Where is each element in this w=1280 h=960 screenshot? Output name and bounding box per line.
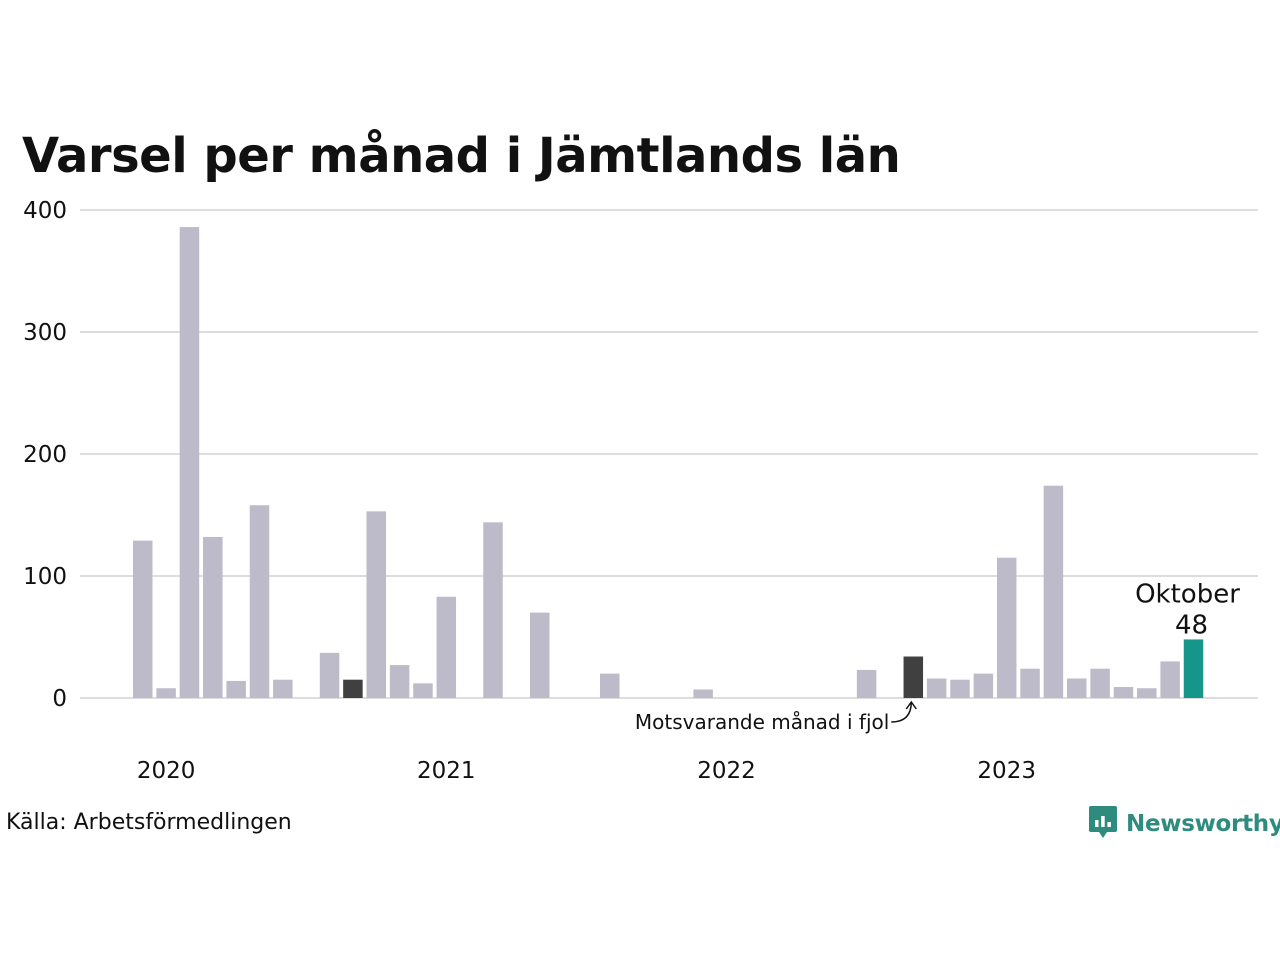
y-tick-label-400: 400 — [23, 198, 67, 224]
bar-2022-09 — [903, 656, 924, 698]
bar-2020-10 — [366, 511, 386, 698]
bar-2021-01 — [436, 596, 457, 698]
annotation-arrowhead-icon — [905, 700, 917, 710]
bar-2023-08 — [1160, 661, 1180, 698]
source-note: Källa: Arbetsförmedlingen — [6, 810, 292, 835]
x-tick-label-2020: 2020 — [137, 758, 196, 784]
chart-title: Varsel per månad i Jämtlands län — [22, 128, 901, 184]
bar-2020-12 — [413, 683, 433, 698]
bar-2023-01 — [996, 557, 1017, 698]
bar-2023-03 — [1043, 485, 1064, 698]
bar-2020-02 — [179, 227, 200, 698]
bar-2020-04 — [226, 680, 246, 698]
bar-2023-04 — [1067, 678, 1087, 698]
bar-2021-05 — [529, 612, 550, 698]
brand-logo[interactable]: Newsworthy — [1088, 804, 1280, 844]
y-tick-label-200: 200 — [23, 442, 67, 468]
bar-2020-03 — [203, 536, 223, 698]
x-axis-year-labels: 2020 2021 2022 2023 — [137, 758, 1036, 784]
bar-2023-05 — [1090, 668, 1110, 698]
last-year-annotation: Motsvarande månad i fjol — [635, 710, 889, 734]
bar-2020-09 — [343, 679, 363, 698]
bar-chart-speech-bubble-icon — [1088, 804, 1118, 844]
x-tick-label-2022: 2022 — [697, 758, 756, 784]
bar-2020-06 — [273, 679, 293, 698]
bar-2023-06 — [1113, 687, 1134, 698]
bar-2020-08 — [319, 652, 340, 698]
bars — [133, 227, 1204, 698]
bar-2023-09 — [1183, 639, 1204, 698]
bar-2020-05 — [249, 505, 270, 698]
bar-2019-12 — [133, 540, 153, 698]
y-axis-tick-labels: 0 100 200 300 400 — [23, 198, 67, 712]
callout-month-label: Oktober — [1135, 579, 1240, 609]
bar-2020-01 — [156, 688, 176, 698]
bar-2021-03 — [483, 522, 503, 698]
annotation-arrow-icon — [891, 701, 913, 723]
x-tick-label-2021: 2021 — [417, 758, 476, 784]
x-tick-label-2023: 2023 — [977, 758, 1036, 784]
bar-2023-07 — [1137, 688, 1157, 698]
annotations: Oktober 48 Motsvarande månad i fjol — [635, 579, 1240, 734]
bar-2020-11 — [389, 665, 410, 698]
bar-2022-11 — [950, 679, 970, 698]
y-tick-label-0: 0 — [52, 686, 67, 712]
callout-value-label: 48 — [1175, 610, 1208, 640]
bar-2022-12 — [973, 673, 994, 698]
bar-2023-02 — [1020, 668, 1040, 698]
y-tick-label-300: 300 — [23, 320, 67, 346]
bar-2022-10 — [926, 678, 947, 698]
bar-2021-08 — [600, 673, 620, 698]
bar-2022-07 — [856, 669, 877, 698]
brand-name: Newsworthy — [1126, 811, 1280, 837]
y-tick-label-100: 100 — [23, 564, 67, 590]
bar-2021-12 — [693, 689, 713, 698]
